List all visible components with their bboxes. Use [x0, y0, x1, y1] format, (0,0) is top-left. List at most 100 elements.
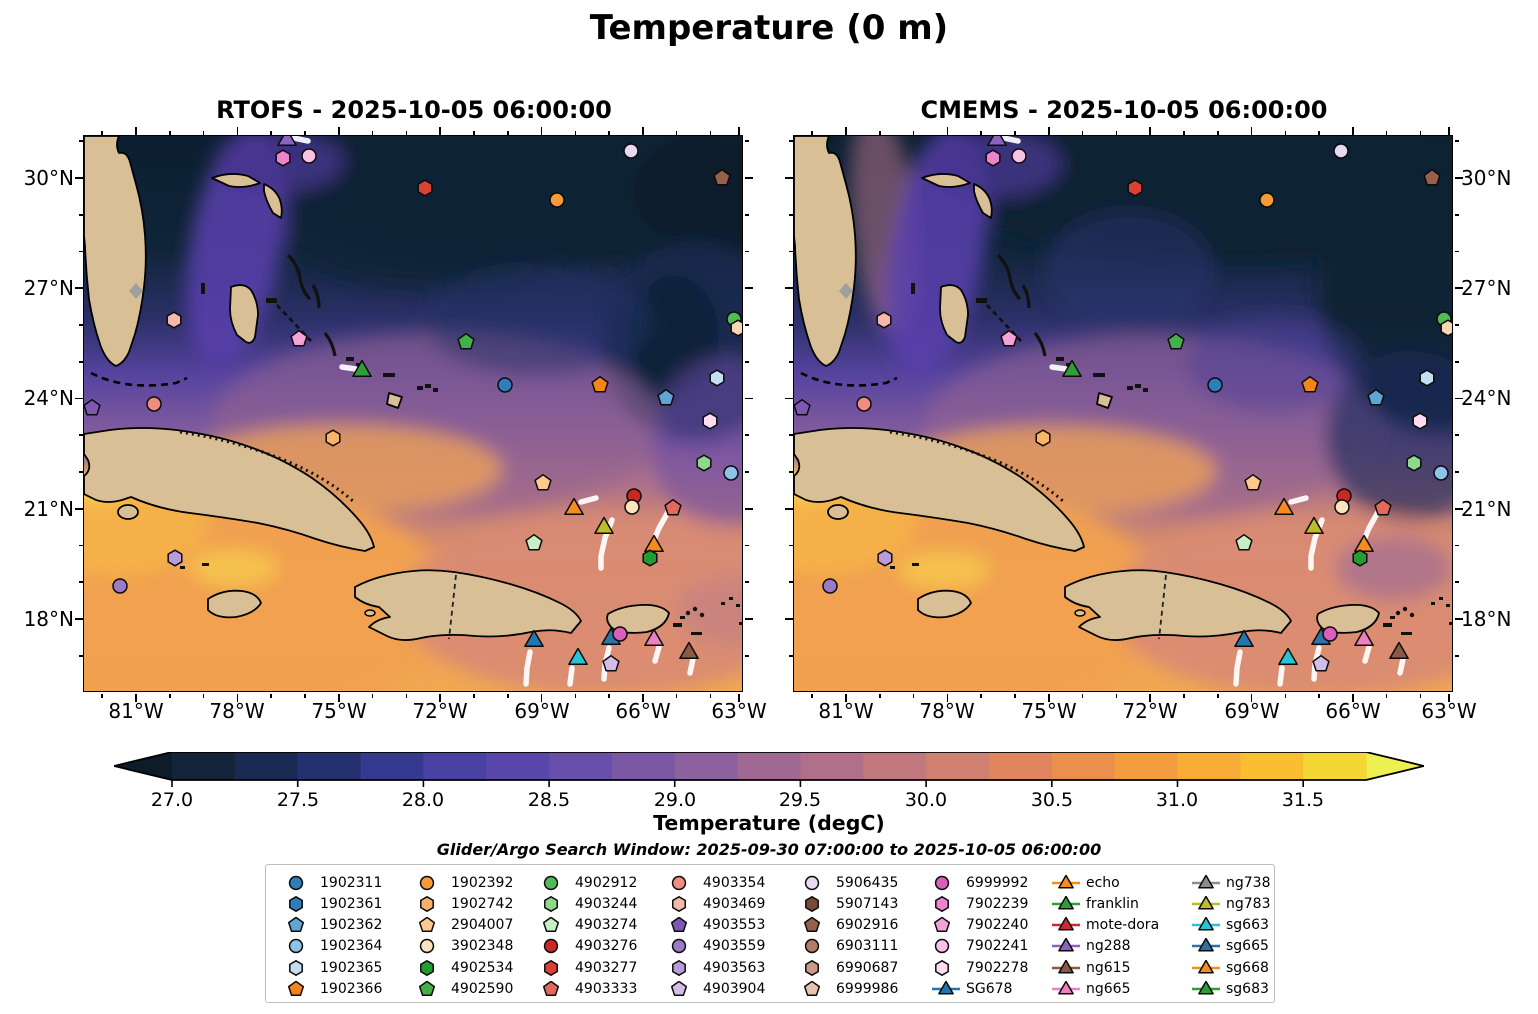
axis-tick [78, 140, 83, 143]
axis-tick [912, 693, 915, 699]
glider-track [1049, 364, 1069, 372]
map-marker-4903274 [1235, 533, 1253, 551]
legend-entry-ng738: ng738 [1191, 872, 1270, 891]
map-marker-6990687 [730, 319, 742, 337]
map-marker-ng665 [1354, 628, 1374, 647]
map-marker-4903244 [1406, 454, 1422, 472]
land-puerto-rico [606, 604, 670, 634]
andros [229, 284, 259, 344]
map-marker-6990687 [1440, 319, 1452, 337]
map-marker-4903469 [166, 311, 182, 329]
map-marker-5906435 [1333, 143, 1349, 159]
axis-tick [744, 324, 750, 326]
axis-tick [439, 127, 441, 135]
map-marker-7902278 [1412, 412, 1428, 430]
axis-tick [912, 130, 915, 135]
axis-tick [75, 177, 83, 179]
lon-tick-label: 72°W [1122, 699, 1178, 723]
legend-marker-6999986 [803, 980, 821, 996]
map-marker-1902365 [709, 369, 725, 387]
axis-tick [1149, 127, 1151, 135]
axis-tick [78, 360, 83, 363]
legend-label: 4903354 [703, 874, 766, 891]
axis-tick [1454, 360, 1460, 363]
colorbar-tick-label: 31.0 [1155, 789, 1199, 811]
inagua [1096, 392, 1113, 409]
figure-title: Temperature (0 m) [589, 8, 949, 48]
axis-tick [608, 130, 610, 135]
legend-label: 6990687 [836, 959, 899, 976]
map-marker-4902534 [1352, 549, 1368, 567]
map-marker-1902365 [1419, 369, 1435, 387]
colorbar-label: Temperature (degC) [653, 811, 885, 835]
map-marker-7902241 [301, 148, 317, 164]
axis-tick [574, 130, 577, 135]
cat-island [1021, 284, 1031, 309]
florida-keys [800, 371, 898, 387]
gonave [1074, 609, 1086, 617]
legend-entry-1902311: 1902311 [285, 872, 382, 891]
andros [939, 284, 969, 344]
axis-tick [675, 693, 678, 699]
axis-tick [744, 544, 750, 547]
axis-tick [811, 693, 814, 699]
axis-tick [1115, 693, 1118, 699]
legend-marker-2904007 [418, 916, 436, 933]
legend-entry-4903244: 4903244 [540, 893, 637, 912]
legend-entry-4903563: 4903563 [668, 957, 765, 976]
legend-marker-1902361 [289, 895, 303, 912]
legend-label: 6902916 [836, 917, 899, 934]
map-marker-7902278 [702, 412, 718, 430]
legend-entry-4903904: 4903904 [668, 979, 765, 997]
axis-tick [1183, 130, 1185, 135]
map-marker-5906435 [623, 143, 639, 159]
axis-tick [785, 397, 793, 400]
map-marker-7902240 [290, 329, 308, 347]
long-island [1033, 332, 1047, 357]
axis-tick [506, 693, 509, 699]
axis-tick [744, 434, 750, 437]
axis-tick [540, 693, 543, 702]
lon-tick-label: 75°W [311, 699, 367, 723]
legend-marker-ng783 [1192, 895, 1220, 910]
legend-marker-SG678 [932, 980, 960, 995]
axis-tick [337, 693, 340, 702]
inagua [386, 392, 403, 409]
map-marker-4903354 [856, 396, 872, 412]
legend-marker-7902241 [934, 939, 950, 954]
lon-tick-label: 78°W [209, 699, 265, 723]
axis-tick [980, 130, 982, 135]
legend-entry-2904007: 2904007 [416, 915, 514, 934]
map-marker-franklin [1062, 359, 1082, 378]
legend-marker-3902348 [419, 939, 435, 954]
grand-bahama [921, 173, 971, 188]
legend-label: 2904007 [451, 917, 514, 934]
glider-track [1361, 509, 1381, 543]
legend-marker-6990687 [805, 959, 819, 976]
legend-label: 4902912 [575, 874, 638, 891]
axis-tick [744, 507, 753, 510]
map-marker-1902364 [723, 465, 739, 481]
map-marker-4903277 [1127, 179, 1143, 197]
legend-marker-1902365 [289, 959, 303, 976]
gonave [364, 609, 376, 617]
axis-tick [270, 130, 272, 135]
map-marker-4903244 [696, 454, 712, 472]
map-panel-rtofs [83, 135, 743, 692]
legend-marker-7902278 [935, 959, 949, 976]
legend-entry-ng783: ng783 [1191, 893, 1270, 912]
colorbar-tick-label: 31.5 [1281, 789, 1325, 811]
map-marker-7902239 [275, 149, 291, 167]
axis-tick [101, 130, 104, 135]
axis-tick [1115, 130, 1118, 135]
panel-title-rtofs: RTOFS - 2025-10-05 06:00:00 [216, 96, 612, 124]
lat-tick-label: 24°N [23, 386, 74, 410]
lat-tick-label: 18°N [1461, 607, 1512, 631]
lon-tick-label: 81°W [818, 699, 874, 723]
glider-track [1288, 495, 1309, 505]
legend-marker-5907143 [805, 895, 819, 912]
legend-label: SG678 [966, 981, 1013, 997]
axis-tick [811, 130, 814, 135]
axis-tick [788, 250, 793, 253]
lon-tick-label: 66°W [1325, 699, 1381, 723]
